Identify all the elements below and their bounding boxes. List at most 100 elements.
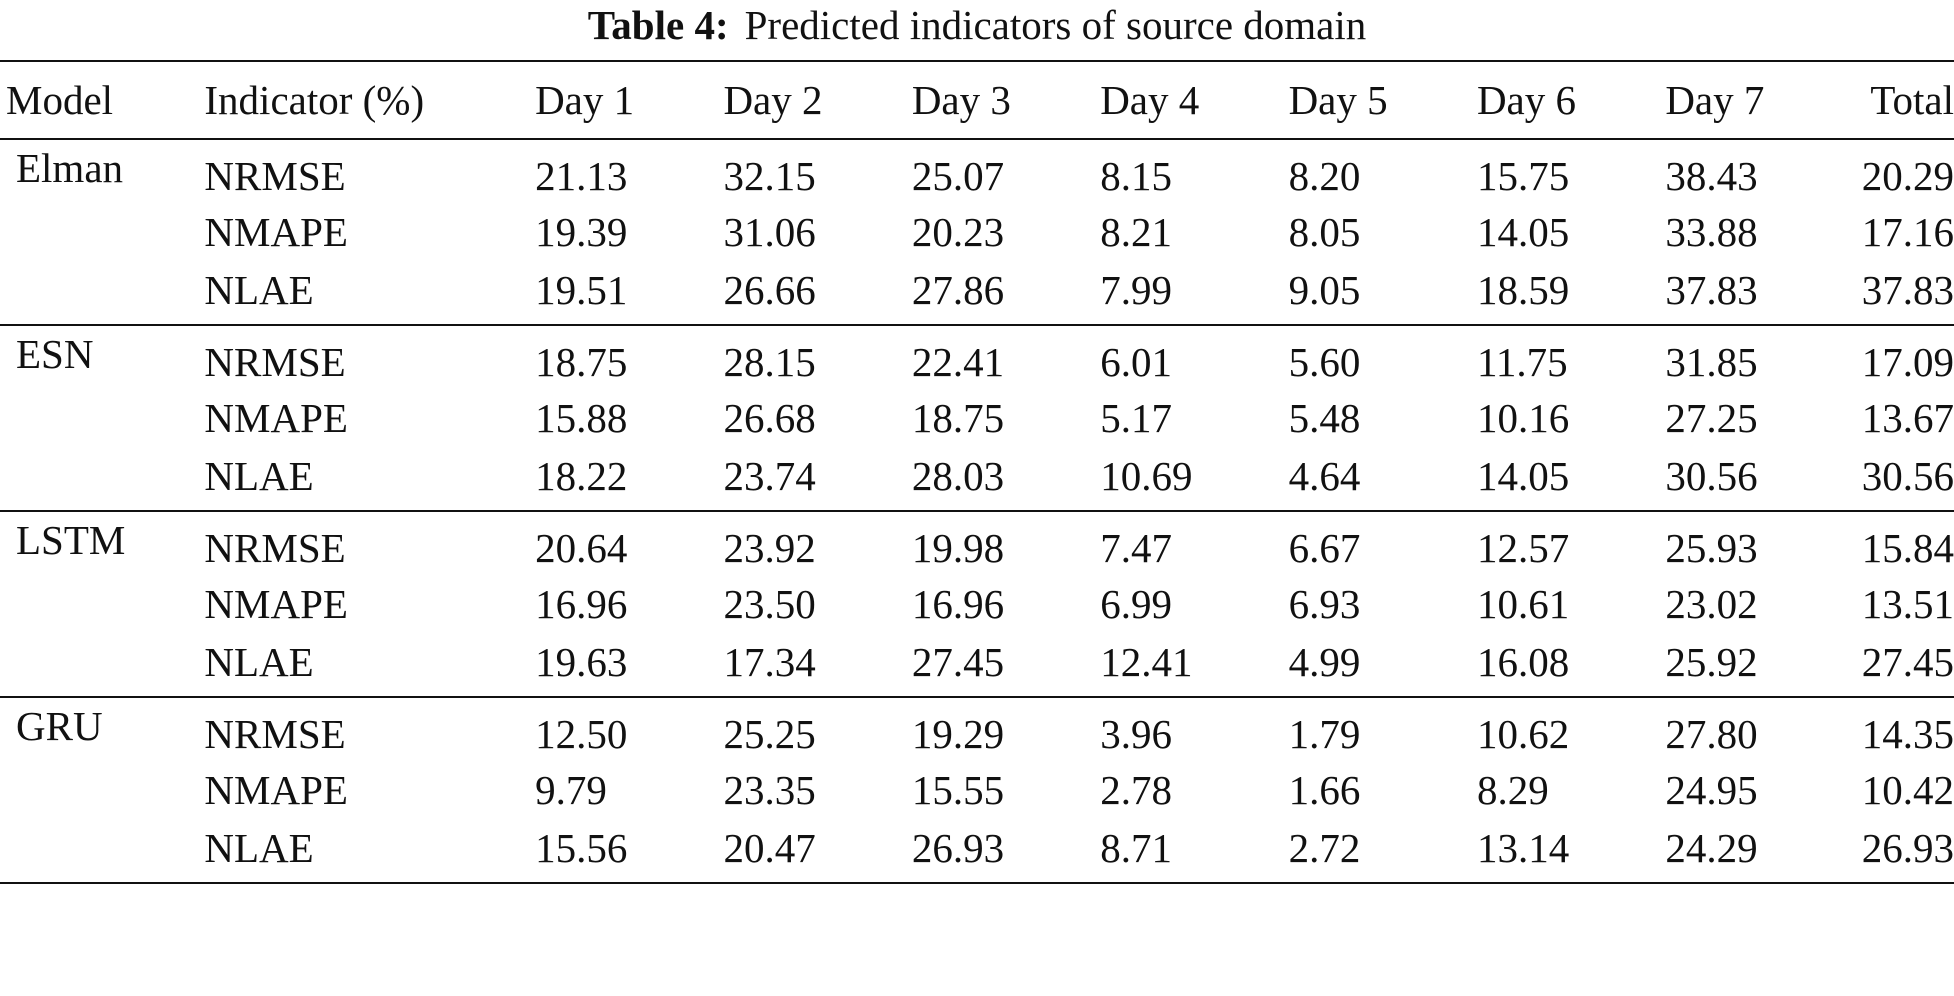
table-row: NMAPE 15.88 26.68 18.75 5.17 5.48 10.16 27.25 13… [0, 387, 1954, 449]
value-cell-day-2: 17.34 [723, 638, 816, 685]
indicator-cell: NRMSE [204, 524, 346, 571]
value-cell-total: 20.29 [1861, 152, 1954, 199]
model-cell [0, 201, 204, 263]
value-cell-day-3: 28.03 [911, 452, 1005, 499]
header-day-5: Day 5 [1288, 77, 1388, 123]
value-cell-day-4: 5.17 [1100, 395, 1172, 441]
value-cell-day-5: 9.05 [1288, 266, 1361, 313]
value-cell-day-7: 30.56 [1665, 452, 1758, 499]
indicator-cell: NRMSE [204, 152, 346, 199]
value-cell-day-3: 18.75 [911, 395, 1005, 441]
value-cell-day-5: 5.48 [1288, 395, 1361, 441]
value-cell-day-6: 8.29 [1476, 767, 1549, 813]
value-cell-day-2: 28.15 [723, 338, 816, 385]
value-cell-day-4: 8.71 [1100, 824, 1172, 871]
model-cell: Elman [16, 145, 124, 191]
header-day-7: Day 7 [1665, 77, 1765, 123]
value-cell-day-7: 38.43 [1665, 152, 1758, 199]
value-cell-day-6: 10.62 [1476, 710, 1570, 757]
value-cell-day-1: 18.22 [535, 452, 628, 499]
value-cell-day-1: 19.39 [535, 209, 628, 255]
header-day-3: Day 3 [911, 77, 1011, 123]
model-cell [0, 449, 204, 511]
indicator-cell: NLAE [204, 824, 314, 871]
value-cell-day-7: 27.80 [1665, 710, 1758, 757]
value-cell-day-2: 23.50 [723, 581, 816, 627]
value-cell-day-7: 25.93 [1665, 524, 1758, 571]
table-row: NLAE 19.51 26.66 27.86 7.99 9.05 18.59 37.83 37.… [0, 263, 1954, 325]
table-row: NLAE 19.63 17.34 27.45 12.41 4.99 16.08 25.92 27… [0, 635, 1954, 697]
value-cell-day-2: 32.15 [723, 152, 816, 199]
model-cell [0, 263, 204, 325]
value-cell-day-1: 9.79 [535, 767, 607, 813]
table-row: Elman NRMSE 21.13 32.15 25.07 8.15 8.20 15.75 38… [0, 139, 1954, 201]
value-cell-day-2: 31.06 [723, 209, 816, 255]
value-cell-day-6: 16.08 [1476, 638, 1570, 685]
table-row: NMAPE 9.79 23.35 15.55 2.78 1.66 8.29 24.95 10.4… [0, 759, 1954, 821]
table-title: Predicted indicators of source domain [744, 2, 1367, 48]
value-cell-day-5: 1.79 [1288, 710, 1361, 757]
indicator-cell: NRMSE [204, 338, 346, 385]
header-day-6: Day 6 [1476, 77, 1577, 123]
value-cell-day-1: 12.50 [535, 710, 628, 757]
value-cell-day-2: 23.35 [723, 767, 816, 813]
value-cell-day-5: 6.67 [1288, 524, 1361, 571]
value-cell-day-4: 7.47 [1100, 524, 1172, 571]
value-cell-day-5: 6.93 [1288, 581, 1361, 627]
value-cell-day-2: 26.68 [723, 395, 816, 441]
value-cell-day-6: 15.75 [1476, 152, 1570, 199]
value-cell-day-3: 27.45 [911, 638, 1005, 685]
value-cell-day-5: 8.05 [1288, 209, 1361, 255]
value-cell-day-3: 25.07 [911, 152, 1005, 199]
value-cell-day-3: 19.29 [911, 710, 1005, 757]
value-cell-day-6: 18.59 [1476, 266, 1570, 313]
indicator-cell: NLAE [204, 266, 314, 313]
table-body: Elman NRMSE 21.13 32.15 25.07 8.15 8.20 15.75 38… [0, 139, 1954, 883]
header-row: Model Indicator (%) Day 1 Day 2 Day 3 Da… [0, 61, 1954, 139]
value-cell-day-6: 14.05 [1476, 452, 1570, 499]
value-cell-day-3: 20.23 [911, 209, 1005, 255]
header-total: Total [1870, 77, 1954, 123]
value-cell-day-4: 2.78 [1100, 767, 1172, 813]
table-row: GRU NRMSE 12.50 25.25 19.29 3.96 1.79 10.62 27.8… [0, 697, 1954, 759]
indicator-cell: NMAPE [204, 581, 348, 627]
value-cell-total: 14.35 [1861, 710, 1954, 757]
model-cell [0, 759, 204, 821]
model-cell [0, 573, 204, 635]
value-cell-day-5: 4.64 [1288, 452, 1361, 499]
table-row: NMAPE 16.96 23.50 16.96 6.99 6.93 10.61 23.02 13… [0, 573, 1954, 635]
value-cell-day-5: 8.20 [1288, 152, 1361, 199]
indicator-cell: NRMSE [204, 710, 346, 757]
value-cell-day-4: 12.41 [1100, 638, 1193, 685]
table-row: NMAPE 19.39 31.06 20.23 8.21 8.05 14.05 33.88 17… [0, 201, 1954, 263]
value-cell-total: 13.67 [1861, 395, 1954, 441]
header-day-2: Day 2 [723, 77, 823, 123]
value-cell-day-6: 10.61 [1476, 581, 1570, 627]
value-cell-day-1: 20.64 [535, 524, 628, 571]
value-cell-day-1: 19.63 [535, 638, 628, 685]
value-cell-day-4: 10.69 [1100, 452, 1193, 499]
value-cell-day-6: 10.16 [1476, 395, 1570, 441]
value-cell-day-7: 33.88 [1665, 209, 1758, 255]
value-cell-total: 17.09 [1861, 338, 1954, 385]
table-row: NLAE 18.22 23.74 28.03 10.69 4.64 14.05 30.56 30… [0, 449, 1954, 511]
header-day-1: Day 1 [535, 77, 635, 123]
value-cell-day-6: 11.75 [1476, 338, 1568, 385]
value-cell-day-4: 8.21 [1100, 209, 1172, 255]
indicator-cell: NMAPE [204, 209, 348, 255]
value-cell-day-4: 3.96 [1100, 710, 1172, 757]
value-cell-total: 10.42 [1861, 767, 1954, 813]
indicator-cell: NLAE [204, 452, 314, 499]
value-cell-day-3: 16.96 [911, 581, 1005, 627]
value-cell-day-2: 26.66 [723, 266, 816, 313]
value-cell-day-1: 15.88 [535, 395, 628, 441]
header-day-4: Day 4 [1100, 77, 1200, 123]
value-cell-day-1: 18.75 [535, 338, 628, 385]
value-cell-day-2: 23.74 [723, 452, 816, 499]
value-cell-day-2: 20.47 [723, 824, 816, 871]
value-cell-day-3: 26.93 [911, 824, 1005, 871]
value-cell-day-7: 25.92 [1665, 638, 1758, 685]
table-row: LSTM NRMSE 20.64 23.92 19.98 7.47 6.67 12.57 25.… [0, 511, 1954, 573]
value-cell-day-5: 2.72 [1288, 824, 1361, 871]
results-table: Model Indicator (%) Day 1 Day 2 Day 3 Da… [0, 60, 1954, 884]
